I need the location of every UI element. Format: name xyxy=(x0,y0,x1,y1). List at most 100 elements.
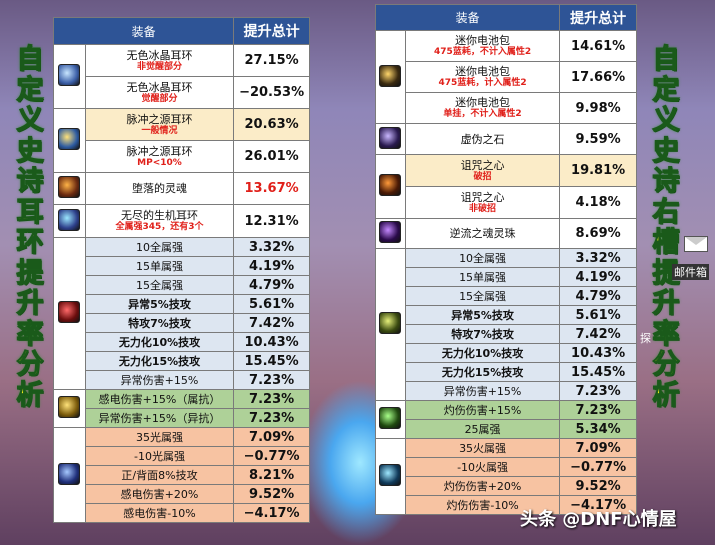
value-cell: 9.52% xyxy=(559,476,637,496)
header-value: 提升总计 xyxy=(559,4,637,31)
item-cell: 35火属强 xyxy=(404,438,561,458)
set-earring-icon xyxy=(53,237,86,390)
title-char: 提 xyxy=(16,257,44,289)
item-cell: 异常5%技攻 xyxy=(404,305,561,325)
value-cell: 3.32% xyxy=(233,237,310,257)
right-slot-table: 装备 提升总计 迷你电池包 475蓝耗，不计入属性2 14.61% 迷你电池包 47… xyxy=(374,4,637,515)
false-stone-icon xyxy=(375,123,406,155)
light-earring-icon xyxy=(53,427,86,523)
table-row: 灼伤伤害+15% 7.23% xyxy=(375,400,637,439)
value-cell: 10.43% xyxy=(233,332,310,352)
title-char: 定 xyxy=(16,74,44,106)
value-cell: 17.66% xyxy=(559,61,637,93)
table-row: 异常5%技攻 5.61% xyxy=(376,305,637,325)
value-cell: 9.59% xyxy=(559,123,637,155)
item-cell: 15全属强 xyxy=(84,275,235,295)
pulse-earring-icon xyxy=(53,108,86,173)
title-char: 定 xyxy=(652,74,680,106)
title-char: 自 xyxy=(16,44,44,75)
title-char: 率 xyxy=(16,318,44,350)
value-cell: 5.61% xyxy=(233,294,310,314)
item-cell: 无色冰晶耳环 非觉醒部分 xyxy=(84,44,235,77)
value-cell: 14.61% xyxy=(559,30,637,62)
table-row: -10火属强 −0.77% xyxy=(376,457,637,477)
table-row: -10光属强 −0.77% xyxy=(54,446,310,466)
item-cell: 堕落的灵魂 xyxy=(84,172,235,205)
table-row: 感电伤害-10% −4.17% xyxy=(54,503,310,523)
battery-pack-icon xyxy=(375,30,406,124)
table-row: 无力化15%技攻 15.45% xyxy=(376,362,637,382)
value-cell: 7.23% xyxy=(233,370,310,390)
value-cell: −0.77% xyxy=(233,446,310,466)
title-char: 析 xyxy=(16,379,44,411)
table-row: 正/背面8%技攻 8.21% xyxy=(54,465,310,485)
item-cell: 15单属强 xyxy=(404,267,561,287)
value-cell: −4.17% xyxy=(233,503,310,523)
value-cell: 12.31% xyxy=(233,204,310,238)
item-cell: 正/背面8%技攻 xyxy=(84,465,235,485)
item-cell: 灼伤伤害+20% xyxy=(404,476,561,496)
item-cell: 无力化10%技攻 xyxy=(84,332,235,352)
item-cell: 25属强 xyxy=(404,419,561,439)
title-char: 升 xyxy=(16,288,44,319)
item-cell: 特攻7%技攻 xyxy=(84,313,235,333)
value-cell: 7.23% xyxy=(233,389,310,409)
table-row: 感电伤害+20% 9.52% xyxy=(54,484,310,504)
fallen-soul-icon xyxy=(53,172,86,205)
item-cell: 异常伤害+15% xyxy=(404,381,561,401)
item-cell: 脉冲之源耳环 一般情况 xyxy=(84,108,235,141)
value-cell: 10.43% xyxy=(559,343,637,363)
cursed-heart-icon xyxy=(375,154,406,219)
table-row: 迷你电池包 475蓝耗，不计入属性2 14.61% xyxy=(375,30,637,124)
item-cell: 无力化15%技攻 xyxy=(84,351,235,371)
value-cell: 8.69% xyxy=(559,218,637,249)
header-item: 装备 xyxy=(374,4,561,31)
ice-earring-icon xyxy=(53,44,86,109)
table-row: 无尽的生机耳环 全属强345，还有3个 12.31% xyxy=(53,204,310,238)
table-row: 特攻7%技攻 7.42% xyxy=(54,313,310,333)
fire-slot-icon xyxy=(375,438,406,515)
table-row: 无色冰晶耳环 非觉醒部分 27.15% xyxy=(53,44,310,109)
title-char: 史 xyxy=(16,135,44,167)
mail-envelope-icon[interactable] xyxy=(684,236,708,252)
value-cell: 4.19% xyxy=(559,267,637,287)
header-value: 提升总计 xyxy=(233,17,310,45)
table-row: 无色冰晶耳环 觉醒部分 −20.53% xyxy=(54,76,310,109)
item-cell: 异常伤害+15%（异抗） xyxy=(84,408,235,428)
table-row: 脉冲之源耳环 MP<10% 26.01% xyxy=(54,140,310,173)
item-cell: 诅咒之心 非破招 xyxy=(404,186,561,219)
title-char: 槽 xyxy=(652,227,680,258)
item-cell: 无尽的生机耳环 全属强345，还有3个 xyxy=(84,204,235,238)
value-cell: 15.45% xyxy=(233,351,310,371)
item-cell: 诅咒之心 破招 xyxy=(404,154,561,187)
item-cell: 脉冲之源耳环 MP<10% xyxy=(84,140,235,173)
table-row: 异常伤害+15% 7.23% xyxy=(376,381,637,401)
table-row: 灼伤伤害+20% 9.52% xyxy=(376,476,637,496)
title-char: 自 xyxy=(652,44,680,75)
title-char: 义 xyxy=(652,105,680,136)
item-cell: 无力化15%技攻 xyxy=(404,362,561,382)
table-row: 35光属强 7.09% xyxy=(53,427,310,523)
mail-label[interactable]: 邮件箱 xyxy=(672,264,709,280)
vitality-earring-icon xyxy=(53,204,86,238)
table-row: 异常伤害+15% 7.23% xyxy=(54,370,310,390)
value-cell: 4.19% xyxy=(233,256,310,276)
set-slot-icon xyxy=(375,248,406,401)
value-cell: 9.52% xyxy=(233,484,310,504)
title-char: 环 xyxy=(16,227,44,258)
table-row: 25属强 5.34% xyxy=(376,419,637,439)
item-cell: 特攻7%技攻 xyxy=(404,324,561,344)
value-cell: 4.18% xyxy=(559,186,637,219)
table-row: 15全属强 4.79% xyxy=(376,286,637,306)
item-cell: 10全属强 xyxy=(84,237,235,257)
table-row: 特攻7%技攻 7.42% xyxy=(376,324,637,344)
table-row: 35火属强 7.09% xyxy=(375,438,637,515)
item-cell: 异常伤害+15% xyxy=(84,370,235,390)
table-row: 逆流之魂灵珠 8.69% xyxy=(375,218,637,249)
value-cell: 13.67% xyxy=(233,172,310,205)
table-row: 15全属强 4.79% xyxy=(54,275,310,295)
table-row: 迷你电池包 单挂，不计入属性2 9.98% xyxy=(376,92,637,124)
watermark: 头条 @DNF心情屋 xyxy=(520,509,677,530)
item-cell: 异常5%技攻 xyxy=(84,294,235,314)
value-cell: 7.23% xyxy=(559,400,637,420)
